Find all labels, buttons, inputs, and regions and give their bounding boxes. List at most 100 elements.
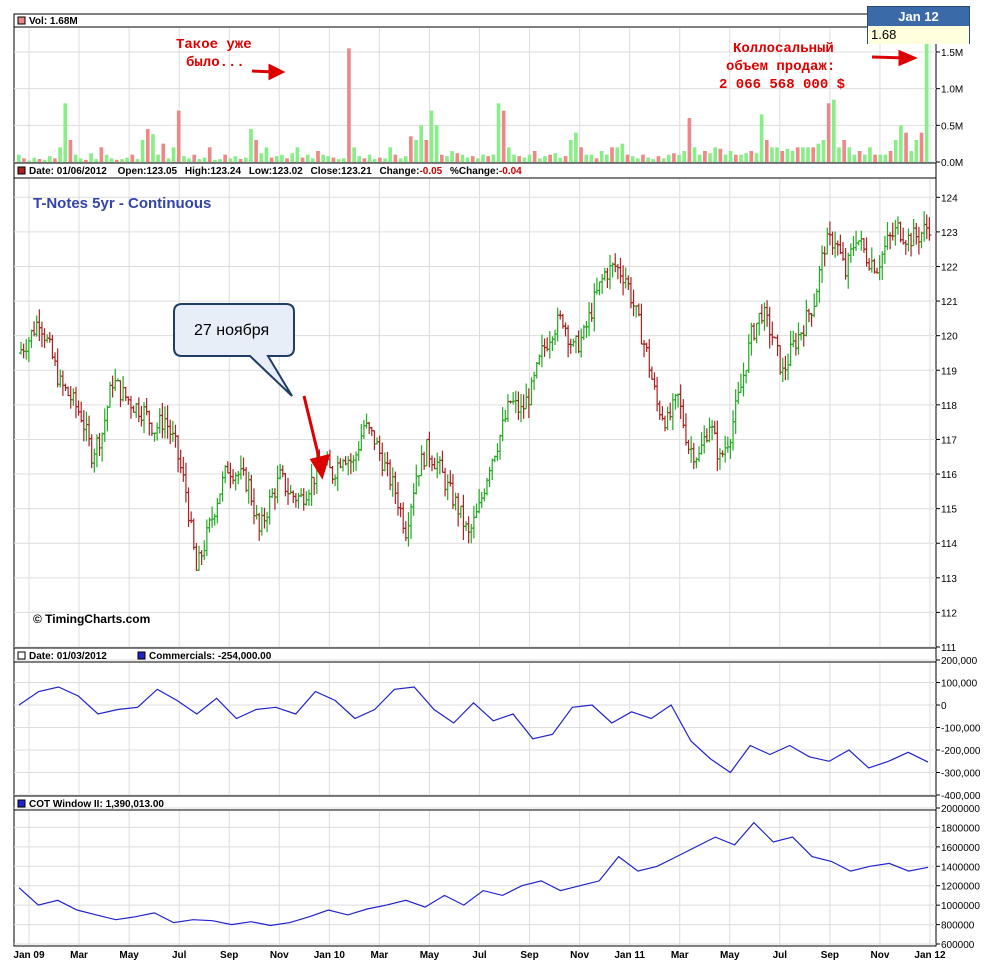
- callout-text: 27 ноября: [194, 322, 269, 339]
- y-tick-label: 1000000: [941, 901, 980, 912]
- x-tick-label: Sep: [520, 950, 538, 961]
- header-change-value: -0.05: [419, 166, 442, 177]
- x-tick-label: May: [720, 950, 740, 961]
- annotation-right-line2: объем продаж:: [726, 59, 835, 75]
- x-tick-label: Jan 12: [914, 950, 946, 961]
- volume-bar: [120, 159, 124, 162]
- volume-bar: [759, 114, 764, 162]
- volume-bar: [501, 110, 506, 162]
- volume-bar: [646, 157, 650, 162]
- y-tick-label: 123: [941, 228, 958, 239]
- volume-bar: [775, 147, 779, 162]
- volume-bar: [58, 147, 62, 162]
- volume-bar: [27, 160, 31, 162]
- volume-bar: [909, 151, 914, 162]
- volume-bar: [527, 154, 532, 162]
- volume-bar: [718, 148, 723, 162]
- volume-bar: [816, 143, 821, 162]
- x-tick-label: Jul: [773, 950, 788, 961]
- arrow-right-icon: [871, 49, 918, 67]
- volume-bar: [156, 154, 160, 162]
- volume-bar: [584, 154, 589, 162]
- series-line: [18, 821, 929, 927]
- volume-bar: [414, 140, 418, 162]
- y-tick-label: -100,000: [941, 724, 981, 735]
- volume-bar: [378, 157, 382, 162]
- x-tick-label: Jan 10: [314, 950, 346, 961]
- y-tick-label: 113: [941, 574, 957, 585]
- volume-bar: [780, 151, 785, 162]
- volume-bar: [290, 153, 295, 162]
- volume-bar: [594, 158, 599, 162]
- header-date: Date: 01/06/2012: [29, 166, 107, 177]
- volume-bar: [754, 153, 759, 162]
- volume-bar: [568, 140, 573, 162]
- volume-bar: [847, 147, 852, 162]
- y-tick-label: 117: [941, 435, 957, 446]
- volume-bar: [202, 157, 207, 162]
- volume-bar: [666, 154, 671, 162]
- volume-bar: [661, 158, 666, 162]
- x-tick-label: Jul: [172, 950, 187, 961]
- volume-bar: [687, 118, 692, 162]
- volume-bar: [403, 156, 408, 162]
- volume-bar: [507, 147, 511, 162]
- chart-title: T-Notes 5yr - Continuous: [33, 195, 211, 212]
- volume-bar: [806, 147, 810, 162]
- volume-bar: [285, 158, 289, 162]
- volume-bar: [919, 132, 924, 162]
- grid-lines: [14, 28, 936, 945]
- volume-bar: [99, 147, 104, 162]
- commercials-panel: [13, 647, 937, 797]
- y-tick-label: 112: [941, 608, 957, 619]
- cot-header: COT Window II: 1,390,013.00: [29, 799, 164, 810]
- y-tick-label: 124: [941, 193, 958, 204]
- y-tick-label: 120: [941, 332, 958, 343]
- volume-bar: [171, 147, 176, 162]
- volume-bar: [615, 147, 620, 162]
- axis-ticks: 0.0M 0.5M 1.0M 1.5M 111 112 113 114 115 116 117 118…: [936, 48, 981, 951]
- volume-bar: [924, 38, 929, 162]
- series-line: [18, 686, 929, 774]
- volume-bar: [697, 154, 702, 162]
- volume-bar: [213, 159, 217, 162]
- volume-bar: [899, 125, 903, 162]
- volume-bar: [331, 157, 336, 162]
- annotation-left-line2: было...: [186, 55, 245, 71]
- y-tick-label: 1.0M: [941, 85, 963, 96]
- volume-bar: [589, 154, 594, 162]
- volume-bar: [223, 154, 227, 162]
- volume-bar: [630, 156, 635, 162]
- volume-bar: [89, 153, 93, 162]
- volume-bar: [233, 156, 238, 162]
- volume-bar: [470, 156, 475, 162]
- x-axis-labels: Jan 09 Mar May Jul Sep Nov Jan 10 Mar May Jul Sep N…: [13, 950, 946, 961]
- volume-bar: [115, 159, 119, 162]
- volume-bar: [73, 154, 78, 162]
- volume-bar: [708, 153, 712, 162]
- volume-bar: [862, 154, 867, 162]
- volume-bar: [795, 147, 800, 162]
- volume-bar: [78, 158, 83, 162]
- y-tick-label: 1.5M: [941, 48, 963, 59]
- price-panel: [13, 162, 937, 649]
- cot-panel: [13, 795, 937, 947]
- volume-bar: [274, 156, 279, 162]
- volume-bar: [703, 151, 707, 162]
- volume-bar: [419, 125, 423, 162]
- volume-bar: [543, 156, 547, 162]
- y-tick-label: 116: [941, 470, 957, 481]
- volume-bar: [192, 154, 197, 162]
- value-tooltip: Jan 12 1.68: [867, 6, 970, 44]
- y-tick-label: 111: [941, 643, 957, 654]
- volume-bar: [692, 147, 697, 162]
- volume-bar: [264, 147, 269, 162]
- y-tick-label: 0.0M: [941, 158, 963, 169]
- volume-bar: [316, 151, 320, 162]
- volume-bar: [161, 143, 166, 162]
- volume-bar: [491, 154, 496, 162]
- volume-bar: [883, 154, 888, 162]
- volume-bar: [228, 158, 233, 162]
- volume-bar: [409, 136, 413, 162]
- volume-bar: [476, 158, 480, 162]
